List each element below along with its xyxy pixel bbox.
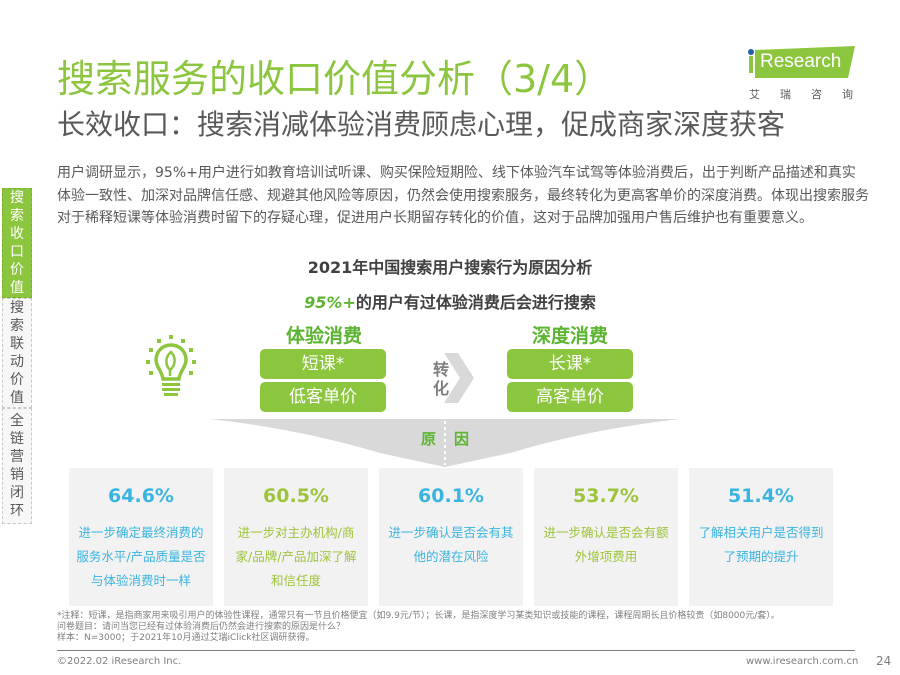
intro-paragraph: 用户调研显示，95%+用户进行如教育培训试听课、购买保险短期险、线下体验汽车试驾…: [57, 165, 869, 226]
logo-char: 瑞: [780, 88, 791, 101]
sidebar-item-label: 搜索收口价值: [10, 190, 24, 296]
reason-card: 51.4% 了解相关用户是否得到了预期的提升: [689, 468, 833, 606]
reason-card: 64.6% 进一步确定最终消费的服务水平/产品质量是否与体验消费时一样: [69, 468, 213, 606]
logo-i-stem: [749, 56, 753, 73]
footer-copyright: ©2022.02 iResearch Inc.: [57, 656, 182, 667]
headline-highlight: 95%+: [304, 293, 356, 312]
logo-chinese-name: 艾 瑞 咨 询: [747, 86, 855, 102]
footnote-definition: *注释：短课，是指商家用来吸引用户的体验性课程，通常只有一节且价格便宜（如9.9…: [57, 611, 780, 621]
section-sidebar: 搜索收口价值 搜索联动价值 全链营销闭环: [2, 188, 32, 524]
high-price-pill: 高客单价: [507, 382, 633, 412]
footnotes: *注释：短课，是指商家用来吸引用户的体验性课程，通常只有一节且价格便宜（如9.9…: [57, 611, 780, 644]
reason-card: 60.5% 进一步对主办机构/商家/品牌/产品加深了解和信任度: [224, 468, 368, 606]
reason-description: 进一步确认是否会有额外增项费用: [543, 525, 669, 564]
footnote-sample: 样本：N=3000；于2021年10月通过艾瑞iClick社区调研获得。: [57, 633, 315, 643]
experience-consumption-title: 体验消费: [286, 325, 363, 347]
low-price-pill: 低客单价: [260, 382, 386, 412]
figure-headline: 95%+的用户有过体验消费后会进行搜索: [0, 289, 900, 313]
reason-percentage: 60.1%: [418, 485, 484, 507]
footer-url[interactable]: www.iresearch.com.cn: [746, 656, 859, 667]
reason-cards: 64.6% 进一步确定最终消费的服务水平/产品质量是否与体验消费时一样 60.5…: [69, 468, 833, 606]
sidebar-item-label: 搜索联动价值: [10, 300, 24, 406]
reason-card: 53.7% 进一步确认是否会有额外增项费用: [534, 468, 678, 606]
long-course-pill: 长课*: [507, 349, 633, 379]
page-title: 搜索服务的收口价值分析（3/4）: [57, 57, 613, 101]
reason-percentage: 51.4%: [728, 485, 794, 507]
logo-banner-shape: [755, 46, 855, 78]
footnote-question: 问卷题目：请问当您已经有过体验消费后仍然会进行搜索的原因是什么？: [57, 622, 346, 632]
page-number: 24: [876, 654, 892, 668]
funnel-down-arrow: [210, 419, 680, 467]
logo-brand-text: Research: [760, 51, 842, 72]
logo-char: 艾: [749, 88, 760, 101]
reason-card: 60.1% 进一步确认是否会有其他的潜在风险: [379, 468, 523, 606]
reason-description: 进一步对主办机构/商家/品牌/产品加深了解和信任度: [235, 525, 357, 588]
conversion-label: 转化: [433, 360, 450, 398]
sidebar-item-search-linkage-value[interactable]: 搜索联动价值: [2, 298, 32, 408]
deep-consumption-title: 深度消费: [532, 325, 609, 347]
iresearch-logo: Research 艾 瑞 咨 询: [745, 46, 855, 106]
figure-title: 2021年中国搜索用户搜索行为原因分析: [307, 258, 593, 277]
reason-description: 进一步确认是否会有其他的潜在风险: [388, 525, 514, 564]
reason-description: 进一步确定最终消费的服务水平/产品质量是否与体验消费时一样: [76, 525, 206, 588]
reason-percentage: 64.6%: [108, 485, 174, 507]
logo-char: 咨: [811, 88, 822, 101]
reason-description: 了解相关用户是否得到了预期的提升: [698, 525, 824, 564]
chevron-right-icon: [444, 353, 474, 403]
logo-char: 询: [842, 88, 853, 101]
sidebar-item-full-chain-marketing[interactable]: 全链营销闭环: [2, 408, 32, 524]
reason-percentage: 53.7%: [573, 485, 639, 507]
logo-dot-icon: [748, 49, 754, 55]
footer-divider: [57, 650, 855, 651]
reason-percentage: 60.5%: [263, 485, 329, 507]
short-course-pill: 短课*: [260, 349, 386, 379]
headline-text: 的用户有过体验消费后会进行搜索: [355, 293, 596, 312]
lightbulb-leaf-icon: [146, 335, 196, 396]
sidebar-item-label: 全链营销闭环: [10, 413, 24, 519]
page-subtitle: 长效收口：搜索消减体验消费顾虑心理，促成商家深度获客: [57, 108, 786, 141]
sidebar-item-search-closing-value[interactable]: 搜索收口价值: [2, 188, 32, 298]
reason-label: 原因: [421, 430, 488, 448]
